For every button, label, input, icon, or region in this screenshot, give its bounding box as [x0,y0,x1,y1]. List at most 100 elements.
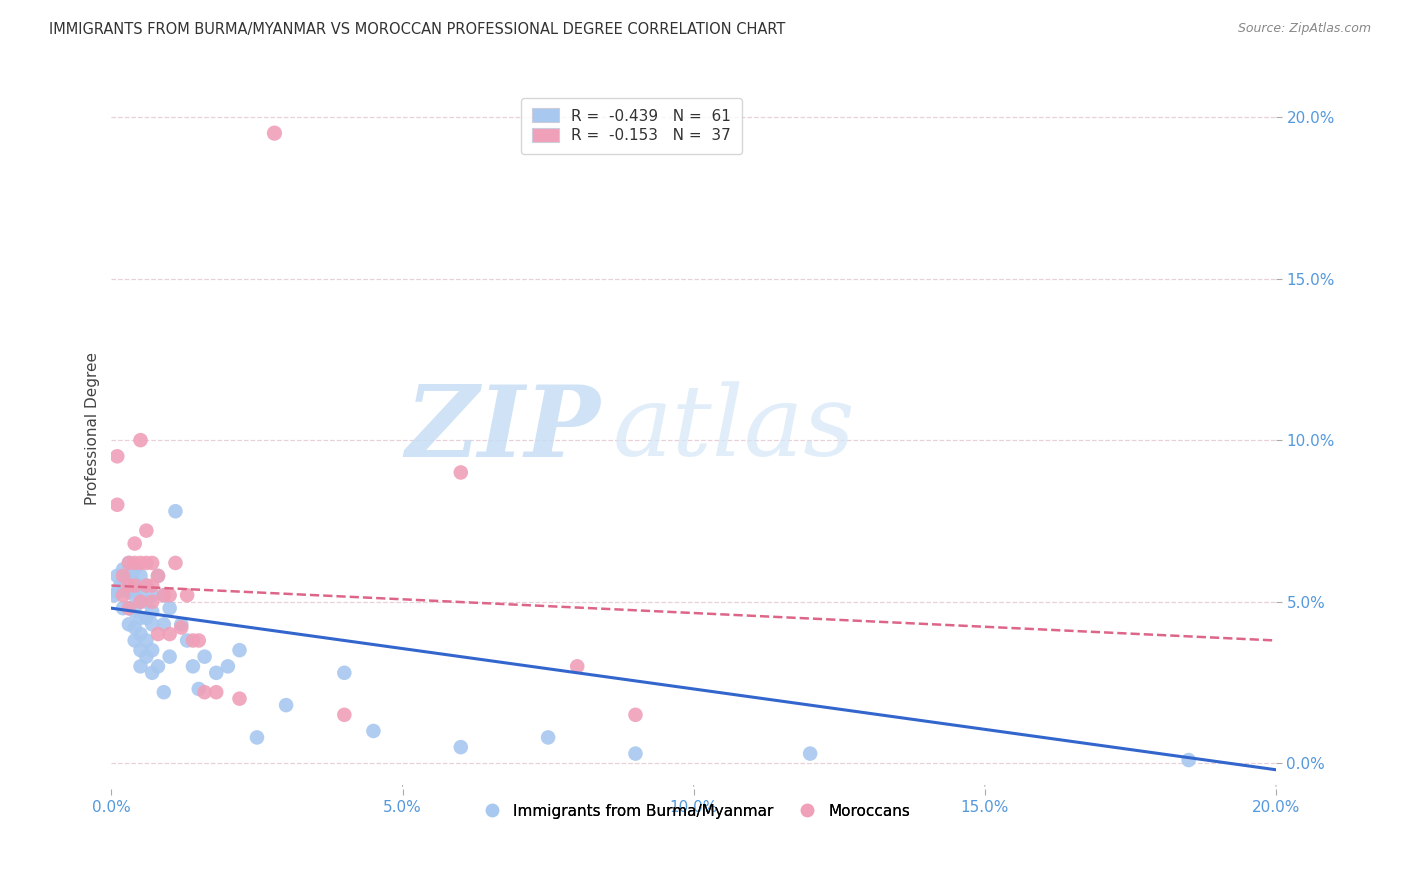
Point [129,556,152,570]
Point [118,556,141,570]
Point [146,569,169,583]
Point [624,747,647,761]
Point [135,578,157,592]
Point [112,569,135,583]
Point [187,633,209,648]
Point [165,504,187,518]
Text: IMMIGRANTS FROM BURMA/MYANMAR VS MOROCCAN PROFESSIONAL DEGREE CORRELATION CHART: IMMIGRANTS FROM BURMA/MYANMAR VS MOROCCA… [49,22,786,37]
Y-axis label: Professional Degree: Professional Degree [86,352,100,506]
Point [181,633,204,648]
Point [141,643,163,657]
Point [159,588,181,602]
Point [194,649,217,664]
Point [141,617,163,632]
Point [263,126,285,140]
Point [129,582,152,596]
Point [118,569,141,583]
Point [124,621,146,635]
Point [205,665,228,680]
Point [112,578,135,592]
Point [153,588,176,602]
Point [135,649,157,664]
Point [129,627,152,641]
Point [118,585,141,599]
Point [112,562,135,576]
Point [124,536,146,550]
Point [159,649,181,664]
Point [141,588,163,602]
Point [129,643,152,657]
Point [799,747,821,761]
Point [135,595,157,609]
Point [176,588,198,602]
Point [124,588,146,602]
Point [129,611,152,625]
Point [170,621,193,635]
Point [135,633,157,648]
Point [153,588,176,602]
Point [246,731,269,745]
Point [105,569,128,583]
Point [141,556,163,570]
Point [105,585,128,599]
Point [170,617,193,632]
Text: ZIP: ZIP [405,381,600,477]
Point [135,556,157,570]
Point [112,588,135,602]
Point [135,578,157,592]
Point [205,685,228,699]
Point [217,659,239,673]
Point [194,685,217,699]
Point [165,556,187,570]
Point [105,450,128,464]
Point [118,601,141,615]
Point [135,611,157,625]
Point [153,685,176,699]
Point [124,562,146,576]
Point [274,698,297,712]
Point [333,707,356,722]
Text: atlas: atlas [612,381,855,476]
Point [228,691,250,706]
Point [141,578,163,592]
Point [124,556,146,570]
Point [567,659,589,673]
Point [105,498,128,512]
Point [129,659,152,673]
Point [103,588,125,602]
Point [129,569,152,583]
Point [129,595,152,609]
Point [624,707,647,722]
Point [181,659,204,673]
Point [124,633,146,648]
Point [176,633,198,648]
Point [537,731,560,745]
Point [159,627,181,641]
Point [129,433,152,447]
Text: Source: ZipAtlas.com: Source: ZipAtlas.com [1237,22,1371,36]
Point [159,601,181,615]
Point [115,572,138,586]
Point [146,569,169,583]
Point [118,556,141,570]
Point [118,617,141,632]
Point [146,627,169,641]
Point [141,595,163,609]
Point [124,578,146,592]
Point [228,643,250,657]
Point [1177,753,1199,767]
Point [450,466,472,480]
Point [450,740,472,755]
Point [333,665,356,680]
Point [118,601,141,615]
Point [146,659,169,673]
Point [124,604,146,618]
Point [141,665,163,680]
Point [108,578,131,592]
Point [112,601,135,615]
Point [135,524,157,538]
Point [141,604,163,618]
Point [153,617,176,632]
Legend: Immigrants from Burma/Myanmar, Moroccans: Immigrants from Burma/Myanmar, Moroccans [471,797,917,825]
Point [363,723,385,738]
